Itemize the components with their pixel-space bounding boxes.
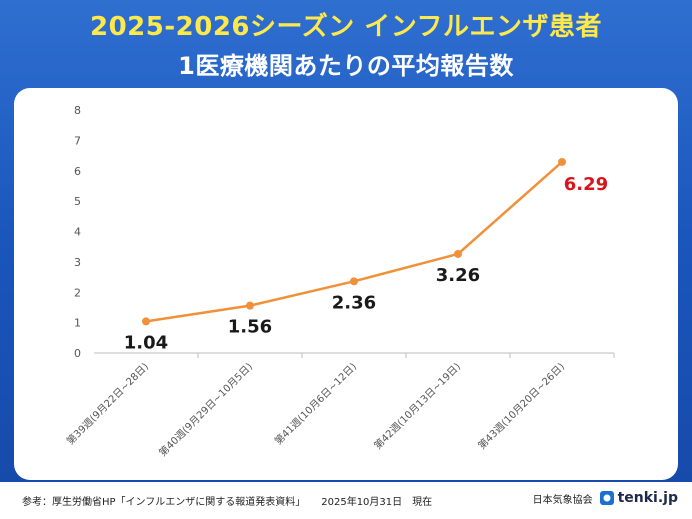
x-tick-label: 第40週(9月29日~10月5日) (156, 360, 255, 459)
y-tick-label: 3 (74, 256, 81, 269)
source-note: 参考：厚生労働省HP「インフルエンザに関する報道発表資料」 2025年10月31日… (22, 493, 432, 508)
org-name: 日本気象協会 (532, 494, 593, 506)
data-label: 1.56 (228, 317, 272, 338)
data-label: 1.04 (124, 332, 168, 353)
x-tick-label: 第41週(10月6日~12日) (272, 360, 360, 448)
data-point (454, 249, 462, 258)
footer: 参考：厚生労働省HP「インフルエンザに関する報道発表資料」 2025年10月31日… (0, 482, 692, 519)
chart-title: 2025-2026シーズン インフルエンザ患者 (90, 12, 602, 42)
y-tick-label: 1 (74, 317, 81, 330)
source-text: 参考：厚生労働省HP「インフルエンザに関する報道発表資料」 (22, 497, 306, 508)
data-point (246, 301, 254, 310)
y-tick-label: 2 (74, 286, 81, 299)
y-tick-label: 8 (74, 104, 81, 117)
x-tick-label: 第39週(9月22日~28日) (64, 360, 152, 448)
line-chart: 0 1 2 3 4 5 6 7 8 第39週(9月22日~28日) 第40週(9月29日~10月5日… (64, 104, 615, 459)
y-tick-label: 5 (74, 195, 81, 208)
y-tick-label: 7 (74, 134, 81, 147)
credit: 日本気象協会 tenki.jp (533, 490, 678, 506)
y-tick-label: 6 (74, 165, 81, 178)
y-tick-label: 4 (74, 226, 81, 239)
brand-name: tenki.jp (617, 490, 678, 506)
data-label: 6.29 (564, 174, 608, 195)
as-of-date: 2025年10月31日 現在 (321, 497, 433, 508)
x-tick-label: 第42週(10月13日~19日) (371, 360, 463, 452)
data-label: 2.36 (332, 292, 376, 313)
cloud-sun-icon (599, 491, 614, 505)
data-point (350, 277, 358, 286)
data-point (142, 317, 150, 326)
y-tick-label: 0 (74, 347, 81, 360)
x-tick-label: 第43週(10月20日~26日) (475, 360, 567, 452)
data-point (558, 157, 566, 166)
chart-subtitle: 1医療機関あたりの平均報告数 (178, 52, 514, 80)
tenki-logo: tenki.jp (599, 490, 678, 506)
chart-panel: 0 1 2 3 4 5 6 7 8 第39週(9月22日~28日) 第40週(9月29日~10月5日… (14, 88, 678, 480)
data-label: 3.26 (436, 265, 480, 286)
